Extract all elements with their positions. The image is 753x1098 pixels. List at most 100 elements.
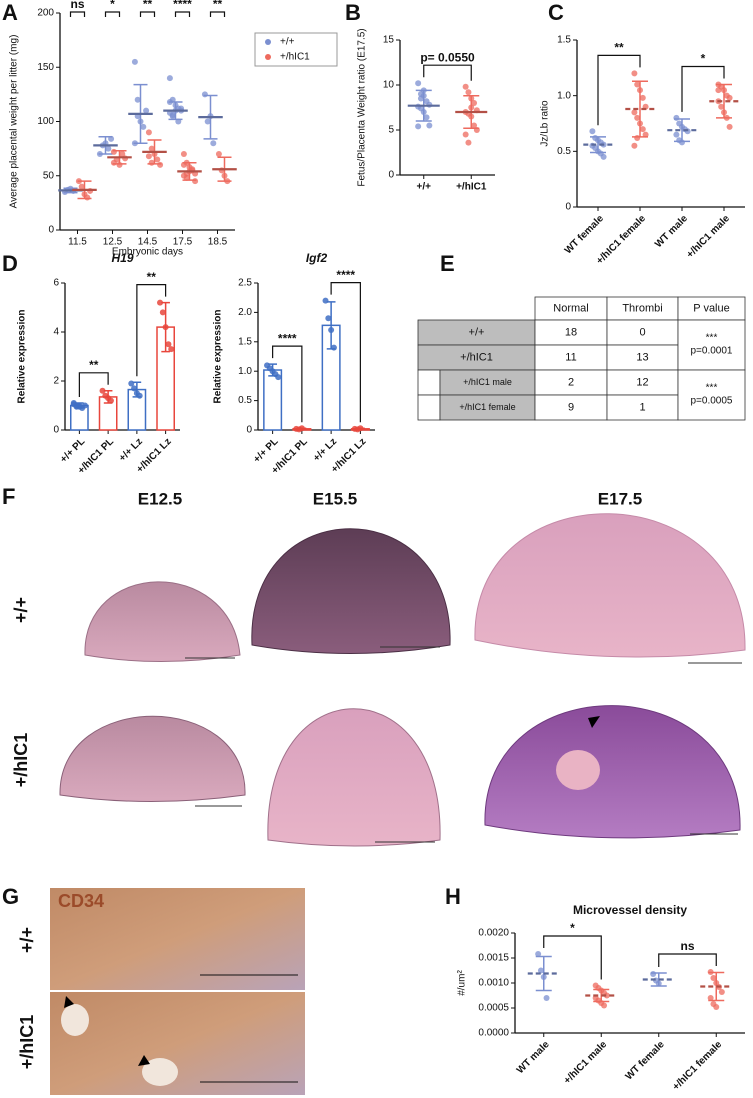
error-bar (75, 402, 84, 409)
significance-bracket (104, 11, 121, 17)
row-label: +/hIC1 (460, 351, 493, 363)
y-tick-label: 0.0010 (478, 978, 509, 989)
data-point (154, 156, 161, 163)
data-point (462, 131, 469, 138)
significance-bracket (136, 284, 167, 377)
significance-bracket (330, 282, 361, 423)
error-bar (297, 427, 307, 431)
panel-label: F (2, 484, 15, 509)
x-tick-label: 17.5 (173, 237, 193, 248)
y-tick-label: 6 (53, 278, 59, 289)
legend-label: +/+ (280, 37, 295, 48)
data-point (650, 971, 657, 977)
y-tick-label: 50 (43, 170, 55, 181)
data-point (169, 111, 176, 118)
y-tick-label: 0 (246, 425, 252, 436)
data-point (201, 91, 208, 98)
significance-label: p= 0.0550 (420, 50, 475, 64)
arrowhead (64, 996, 74, 1008)
y-tick-label: 0 (48, 225, 54, 236)
data-point (543, 995, 550, 1001)
histology-images (59, 513, 746, 847)
y-tick-label: 1.5 (238, 336, 252, 347)
data-point (537, 967, 544, 974)
panel-label: C (548, 0, 564, 25)
data-point (159, 309, 166, 316)
x-tick-label: WT male (653, 213, 690, 250)
chart-title: Igf2 (306, 251, 328, 265)
row-label: +/hIC1 female (459, 402, 515, 412)
significance-label: ns (70, 0, 84, 11)
y-tick-label: 0 (565, 202, 571, 213)
data-point (105, 145, 112, 152)
data-point (134, 96, 141, 103)
table-value: 18 (565, 326, 577, 338)
table-cell (677, 369, 746, 421)
table-value: 1 (639, 401, 645, 413)
significance-bracket (272, 345, 303, 423)
error-bar (103, 390, 113, 404)
panel-label: G (2, 884, 19, 909)
y-tick-label: 1.5 (557, 35, 571, 46)
error-bar (716, 83, 732, 119)
data-point (415, 123, 422, 130)
x-tick-label: 14.5 (138, 237, 158, 248)
data-point (131, 385, 138, 392)
table-cell (417, 319, 536, 346)
significance-label: **** (278, 331, 297, 345)
significance-bracket (69, 11, 86, 17)
data-point (726, 123, 733, 130)
x-tick-label: 12.5 (103, 237, 123, 248)
table-cell (606, 394, 679, 421)
data-point (471, 100, 478, 106)
significance-bracket (139, 11, 156, 17)
data-point (107, 397, 114, 404)
data-point (423, 114, 430, 121)
p-stars: *** (706, 333, 718, 344)
data-point (715, 87, 722, 94)
row-label: +/+ (11, 597, 31, 623)
data-point (631, 70, 638, 77)
x-tick-label: WT male (515, 1039, 552, 1076)
significance-bracket (543, 935, 602, 980)
data-point (673, 131, 680, 138)
panel-label: A (2, 0, 18, 25)
data-point (601, 1002, 608, 1009)
legend-box (254, 32, 338, 67)
cd34-image (50, 992, 305, 1095)
cd34-image (50, 888, 305, 990)
x-tick-label: WT female (624, 1039, 667, 1082)
y-tick-label: 2 (53, 376, 59, 387)
panel-label: D (2, 251, 18, 276)
data-point (81, 402, 88, 409)
error-bar (132, 381, 142, 398)
p-value: p=0.0005 (691, 396, 733, 407)
chart-title: Microvessel density (573, 903, 687, 917)
thrombus (556, 750, 600, 790)
data-point (140, 123, 147, 130)
p-stars: *** (706, 383, 718, 394)
y-tick-label: 2.0 (238, 307, 252, 318)
data-point (143, 107, 150, 114)
significance-bracket (597, 54, 641, 126)
table-cell (417, 369, 441, 396)
panel-label: E (440, 251, 455, 276)
significance-label: ns (680, 939, 694, 953)
row-label: +/+ (469, 326, 485, 338)
legend-marker (265, 39, 271, 45)
x-tick-label: +/+ (417, 182, 432, 193)
y-tick-label: 4 (53, 327, 59, 338)
data-point (192, 178, 199, 185)
table-cell (417, 394, 441, 421)
panel-label: H (445, 884, 461, 909)
y-tick-label: 5 (388, 125, 394, 136)
error-bar (355, 427, 365, 431)
significance-bracket (658, 953, 717, 967)
data-point (145, 129, 152, 136)
x-tick-label: WT female (563, 213, 606, 256)
cd34-label: CD34 (58, 891, 104, 911)
data-point (726, 94, 733, 101)
significance-bracket (681, 65, 725, 112)
significance-bracket (209, 11, 226, 17)
